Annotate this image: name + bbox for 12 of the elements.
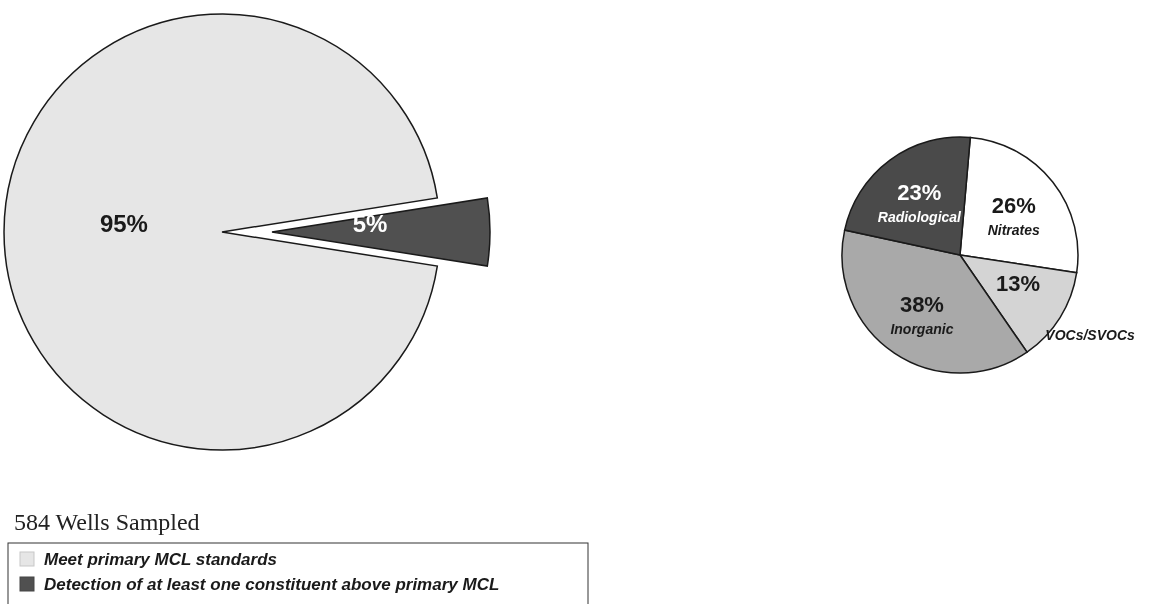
legend-title: 584 Wells Sampled	[14, 509, 200, 535]
slice-label: VOCs/SVOCs	[1045, 327, 1136, 344]
slice-label: Inorganic	[890, 320, 954, 337]
data-label: 38%	[899, 291, 944, 317]
legend-label: Detection of at least one constituent above primary MCL	[44, 575, 500, 594]
data-label: 26%	[991, 192, 1036, 218]
slice-label: Radiological	[877, 208, 963, 225]
legend-label: Meet primary MCL standards	[44, 550, 278, 569]
slice-label: Nitrates	[987, 221, 1041, 238]
data-label: 13%	[996, 271, 1041, 297]
data-label: 95%	[99, 210, 148, 237]
data-label: 23%	[897, 179, 942, 205]
